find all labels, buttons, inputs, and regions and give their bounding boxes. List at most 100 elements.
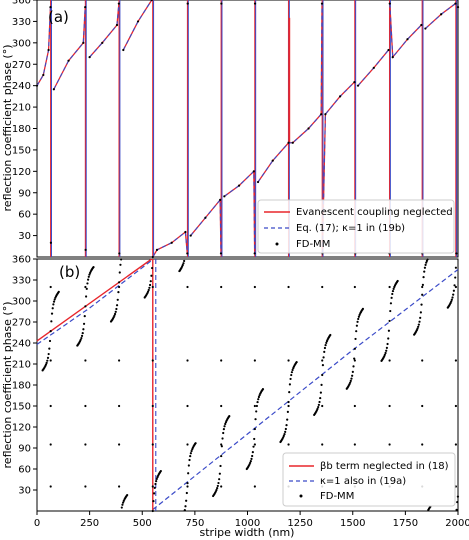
fdmm-point: [323, 346, 327, 350]
fdmm-point: [49, 330, 52, 333]
fdmm-point: [383, 353, 386, 356]
fdmm-outlier-point: [321, 443, 324, 446]
fdmm-point: [189, 234, 192, 237]
fdmm-point: [357, 315, 360, 318]
fdmm-point: [187, 472, 190, 475]
fdmm-point: [355, 330, 358, 333]
fdmm-point: [317, 405, 320, 409]
fdmm-point: [323, 350, 326, 353]
fdmm-point: [190, 449, 193, 453]
fdmm-point: [49, 6, 52, 9]
fdmm-point: [153, 492, 156, 495]
y-tick-label: 60: [18, 465, 31, 476]
fdmm-point: [339, 95, 342, 98]
fdmm-point: [121, 503, 124, 506]
x-tick-label: 2000: [445, 518, 469, 529]
panel-a-legend-entry-3: FD-MM: [296, 239, 330, 250]
fdmm-point: [424, 27, 427, 30]
fdmm-point: [151, 266, 154, 270]
y-tick-label: 150: [12, 402, 31, 413]
fdmm-point: [186, 252, 189, 255]
fdmm-point: [249, 460, 252, 463]
fdmm-outlier-point: [353, 359, 356, 362]
fdmm-point: [391, 56, 394, 59]
fdmm-point: [387, 329, 391, 332]
fdmm-point: [82, 41, 85, 44]
fdmm-outlier-point: [49, 285, 52, 289]
fdmm-point: [118, 271, 121, 274]
y-tick-label: 60: [18, 210, 31, 221]
fdmm-point: [419, 316, 422, 319]
fdmm-point: [186, 482, 189, 485]
fdmm-point: [391, 292, 394, 296]
panel-a-y-ticks: 30 60 90 120 150 180 210 240 270 300 330 360: [12, 0, 37, 242]
y-tick-label: 30: [18, 486, 31, 497]
fdmm-point: [237, 184, 241, 187]
fdmm-outlier-point: [117, 404, 121, 408]
y-tick-label: 120: [12, 167, 31, 178]
series-betab-neglected: [37, 259, 458, 341]
fdmm-outlier-point: [287, 359, 290, 362]
fdmm-point: [149, 280, 152, 283]
x-tick-label: 1000: [235, 518, 260, 529]
fdmm-point: [221, 437, 224, 440]
fdmm-point: [416, 327, 419, 330]
series-kappa1: [36, 259, 459, 511]
fdmm-outlier-point: [454, 404, 457, 408]
fdmm-point: [396, 279, 399, 283]
fdmm-point: [88, 56, 91, 59]
fdmm-point: [119, 263, 122, 266]
fdmm-point: [322, 356, 325, 359]
fdmm-outlier-point: [421, 359, 424, 362]
fdmm-point: [391, 289, 395, 293]
fdmm-point: [284, 430, 287, 433]
fdmm-point: [52, 303, 55, 306]
fdmm-outlier-point: [84, 485, 87, 488]
fdmm-point: [349, 381, 352, 384]
fdmm-point: [186, 2, 189, 5]
fdmm-point: [183, 259, 186, 263]
fdmm-point: [286, 418, 289, 421]
fdmm-point: [256, 180, 260, 184]
x-tick-label: 250: [80, 518, 99, 529]
fdmm-outlier-point: [388, 285, 391, 289]
fdmm-outlier-point: [84, 285, 87, 289]
fdmm-point: [291, 141, 294, 144]
fdmm-point: [252, 170, 255, 173]
fdmm-outlier-point: [321, 359, 324, 362]
fdmm-point: [155, 248, 159, 251]
fdmm-point: [113, 312, 117, 316]
fdmm-point: [384, 351, 387, 355]
fdmm-point: [151, 255, 154, 259]
fdmm-point: [204, 216, 207, 219]
fdmm-point: [385, 349, 388, 352]
fdmm-point: [218, 478, 221, 481]
fdmm-point: [228, 415, 231, 418]
fdmm-outlier-point: [253, 359, 256, 362]
fdmm-point: [456, 495, 460, 498]
fdmm-point: [251, 451, 254, 454]
fdmm-point: [222, 431, 225, 435]
fdmm-point: [387, 337, 390, 340]
fdmm-point: [92, 266, 95, 269]
fdmm-point: [319, 391, 322, 394]
panel-a: 30 60 90 120 150 180 210 240 270 300 330 360 reflec…: [1, 0, 459, 258]
fdmm-outlier-point: [117, 285, 121, 289]
fdmm-point: [182, 262, 185, 265]
fdmm-outlier-point: [220, 404, 223, 408]
fdmm-point: [452, 289, 455, 292]
y-tick-label: 270: [12, 60, 31, 71]
panel-b-legend-marker: [299, 494, 303, 498]
fdmm-point: [86, 282, 89, 285]
fdmm-point: [318, 400, 321, 404]
y-tick-label: 30: [18, 231, 31, 242]
y-tick-label: 270: [12, 318, 31, 329]
fdmm-outlier-point: [321, 285, 324, 289]
fdmm-outlier-point: [353, 443, 356, 446]
fdmm-point: [188, 458, 191, 462]
fdmm-point: [352, 365, 355, 368]
fdmm-point: [255, 410, 258, 413]
fdmm-point: [84, 6, 87, 9]
fdmm-point: [81, 331, 84, 335]
fdmm-point: [84, 295, 88, 298]
